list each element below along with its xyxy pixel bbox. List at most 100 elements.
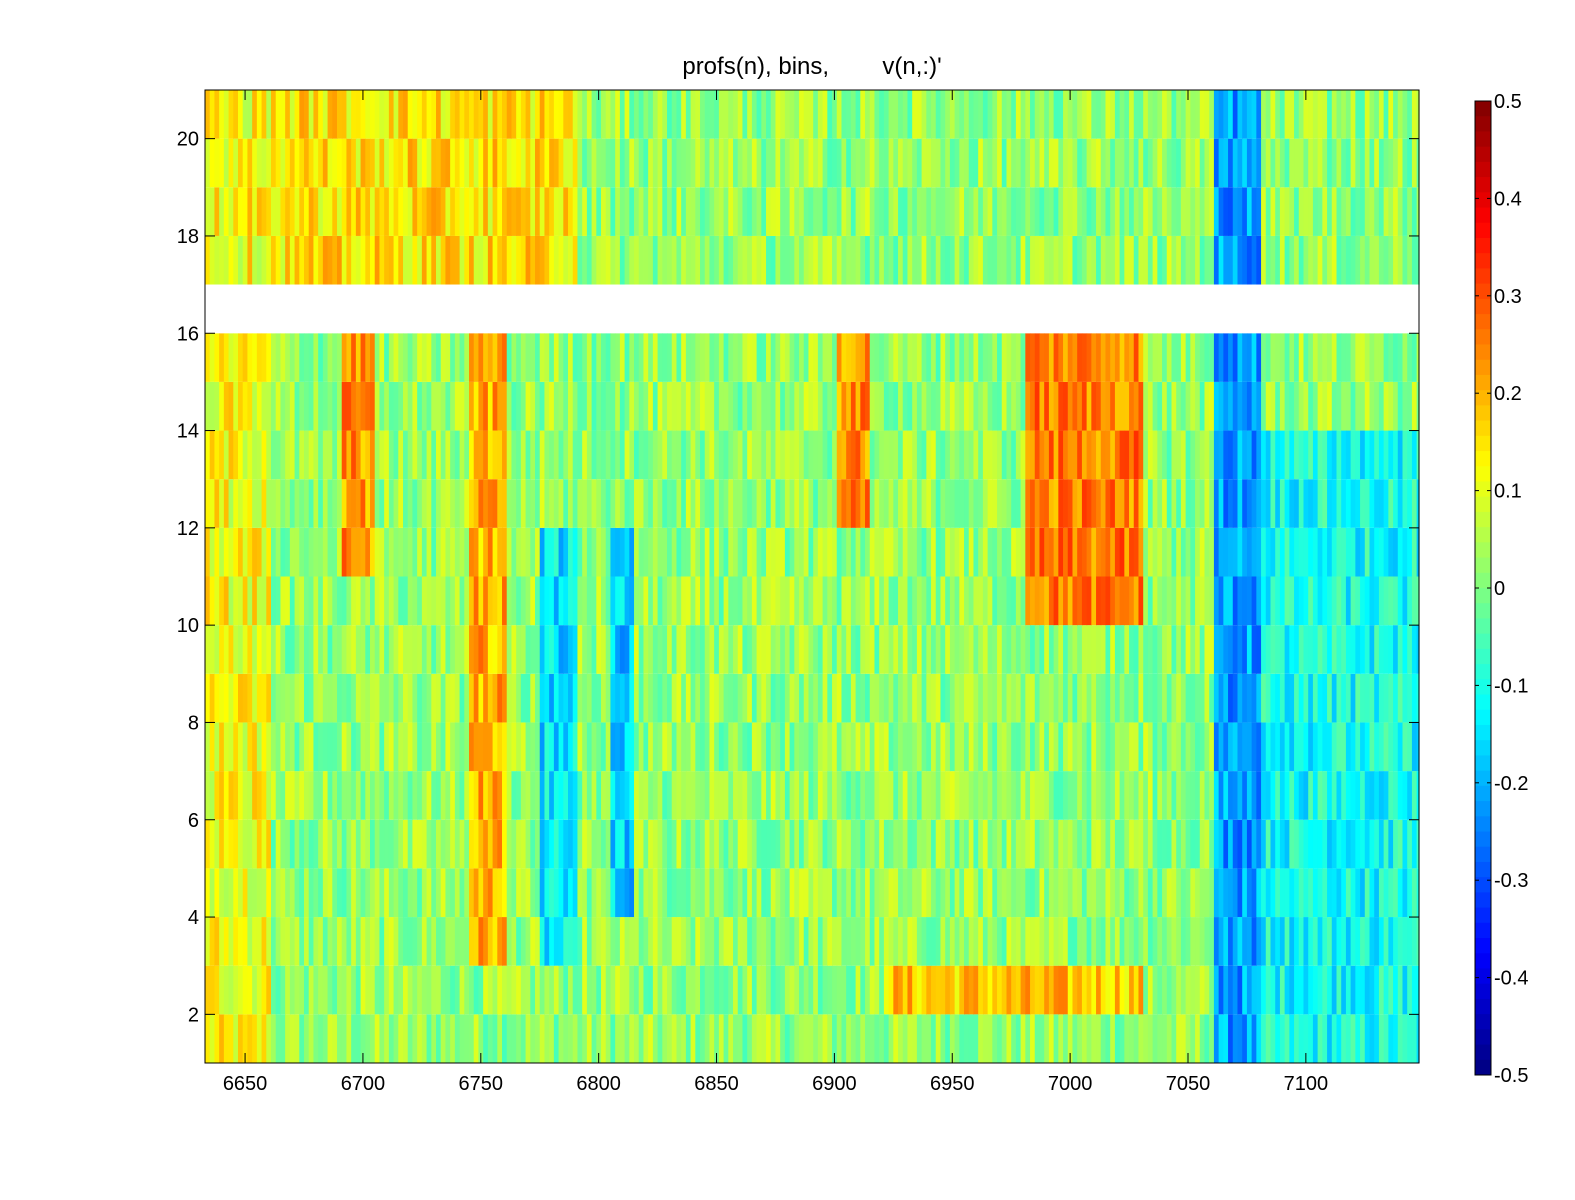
heatmap-cell xyxy=(520,917,527,966)
heatmap-cell xyxy=(742,673,748,723)
heatmap-cell xyxy=(1110,965,1116,1015)
heatmap-cell xyxy=(1242,381,1248,431)
heatmap-cell xyxy=(228,333,234,382)
heatmap-cell xyxy=(450,576,456,626)
heatmap-cell xyxy=(577,673,583,723)
heatmap-cell xyxy=(1001,479,1008,528)
heatmap-cell xyxy=(780,673,786,723)
y-tick-label: 10 xyxy=(177,615,199,637)
heatmap-cell xyxy=(1284,1014,1290,1063)
heatmap-cell xyxy=(421,722,428,772)
heatmap-cell xyxy=(252,868,258,918)
heatmap-cell xyxy=(898,138,904,188)
heatmap-cell xyxy=(586,576,593,626)
heatmap-cell xyxy=(1100,965,1107,1015)
heatmap-cell xyxy=(940,381,946,431)
heatmap-cell xyxy=(931,868,937,918)
heatmap-cell xyxy=(398,430,404,480)
heatmap-cell xyxy=(568,722,574,772)
heatmap-cell xyxy=(921,90,927,139)
heatmap-cell xyxy=(1176,90,1182,139)
heatmap-cell xyxy=(388,138,395,188)
heatmap-cell xyxy=(1096,722,1102,772)
heatmap-cell xyxy=(822,235,828,285)
heatmap-cell xyxy=(374,90,381,139)
heatmap-cell xyxy=(1063,576,1069,626)
heatmap-cell xyxy=(1336,771,1342,820)
heatmap-cell xyxy=(1025,917,1031,966)
heatmap-cell xyxy=(1180,917,1187,966)
heatmap-cell xyxy=(935,771,942,820)
heatmap-cell xyxy=(577,333,583,382)
heatmap-cell xyxy=(865,576,871,626)
heatmap-cell xyxy=(1218,381,1224,431)
heatmap-cell xyxy=(813,576,819,626)
heatmap-cell xyxy=(615,479,621,528)
heatmap-cell xyxy=(525,917,531,966)
heatmap-cell xyxy=(558,235,564,285)
heatmap-cell xyxy=(992,868,998,918)
heatmap-cell xyxy=(879,235,885,285)
heatmap-cell xyxy=(553,90,560,139)
heatmap-cell xyxy=(459,381,465,431)
heatmap-cell xyxy=(1048,868,1055,918)
heatmap-cell xyxy=(487,576,494,626)
heatmap-cell xyxy=(1105,868,1111,918)
heatmap-cell xyxy=(1119,576,1125,626)
heatmap-cell xyxy=(271,576,277,626)
heatmap-cell xyxy=(968,673,975,723)
heatmap-cell xyxy=(638,430,645,480)
heatmap-cell xyxy=(648,965,654,1015)
heatmap-cell xyxy=(1374,333,1380,382)
heatmap-cell xyxy=(799,576,805,626)
heatmap-cell xyxy=(1100,722,1107,772)
heatmap-cell xyxy=(553,625,560,674)
heatmap-cell xyxy=(916,333,923,382)
heatmap-cell xyxy=(252,771,258,820)
heatmap-cell xyxy=(624,771,630,820)
heatmap-cell xyxy=(780,187,786,236)
heatmap-cell xyxy=(723,819,729,869)
heatmap-cell xyxy=(638,819,645,869)
heatmap-cell xyxy=(205,625,211,674)
heatmap-cell xyxy=(1039,430,1045,480)
heatmap-cell xyxy=(1209,187,1215,236)
heatmap-cell xyxy=(1190,917,1196,966)
heatmap-cell xyxy=(652,527,659,577)
heatmap-cell xyxy=(667,965,673,1015)
y-tick-label: 14 xyxy=(177,421,199,443)
heatmap-cell xyxy=(1015,527,1022,577)
heatmap-cell xyxy=(605,673,612,723)
heatmap-cell xyxy=(733,625,739,674)
heatmap-cell xyxy=(1072,819,1078,869)
heatmap-cell xyxy=(355,771,362,820)
heatmap-cell xyxy=(1388,917,1394,966)
heatmap-cell xyxy=(737,673,744,723)
heatmap-cell xyxy=(1327,917,1333,966)
heatmap-cell xyxy=(1020,235,1026,285)
x-tick-label: 6800 xyxy=(576,1073,621,1095)
heatmap-cell xyxy=(841,479,847,528)
heatmap-cell xyxy=(299,917,305,966)
heatmap-cell xyxy=(454,479,461,528)
heatmap-cell xyxy=(1091,625,1097,674)
heatmap-cell xyxy=(370,722,376,772)
heatmap-cell xyxy=(879,479,885,528)
heatmap-cell xyxy=(841,1014,847,1063)
heatmap-cell xyxy=(916,673,923,723)
heatmap-cell xyxy=(751,771,758,820)
heatmap-cell xyxy=(393,479,399,528)
y-tick-label: 8 xyxy=(188,712,199,734)
heatmap-cell xyxy=(1195,430,1201,480)
heatmap-cell xyxy=(1034,138,1041,188)
heatmap-cell xyxy=(247,479,253,528)
heatmap-cell xyxy=(1327,1014,1333,1063)
heatmap-cell xyxy=(619,625,626,674)
heatmap-cell xyxy=(860,965,866,1015)
heatmap-cell xyxy=(1171,138,1177,188)
heatmap-cell xyxy=(987,819,993,869)
heatmap-cell xyxy=(412,430,418,480)
heatmap-cell xyxy=(459,917,465,966)
heatmap-cell xyxy=(1195,917,1201,966)
